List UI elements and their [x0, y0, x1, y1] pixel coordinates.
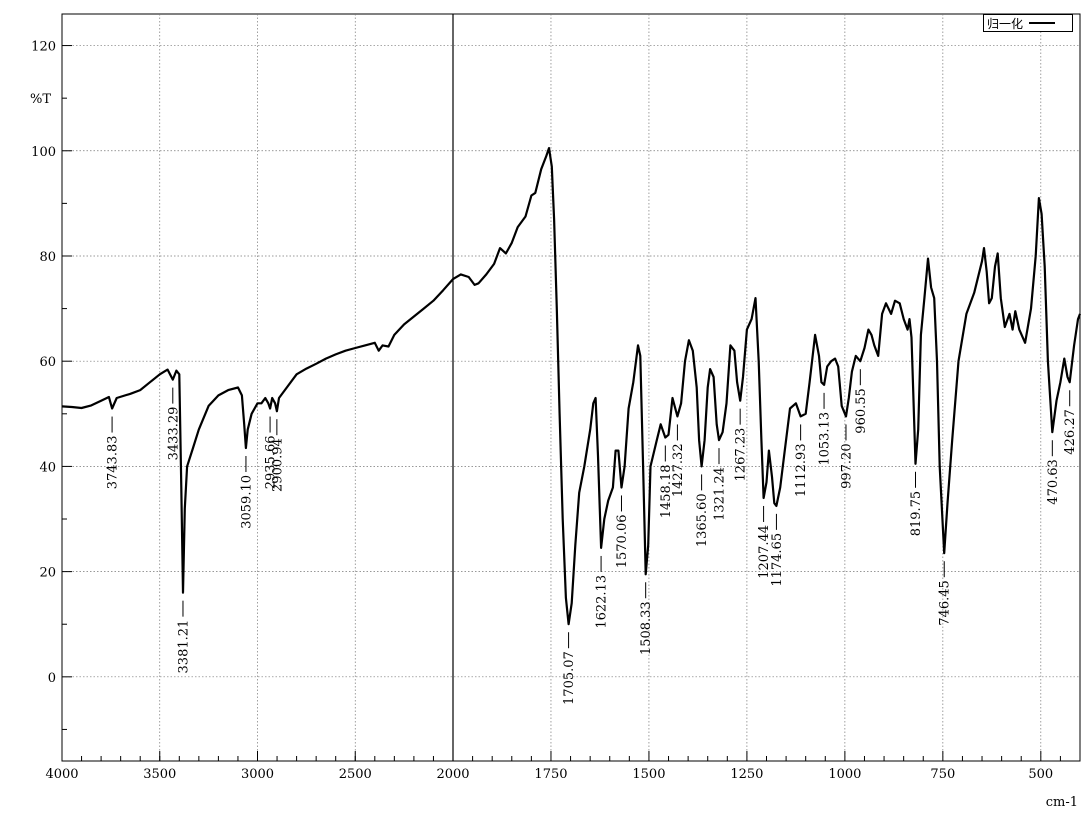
- y-tick-label: 100: [31, 145, 56, 160]
- peak-label: 1174.65: [770, 533, 785, 587]
- peak-label: 3059.10: [239, 475, 254, 529]
- x-tick-label: 1250: [730, 767, 763, 782]
- x-tick-label: 750: [930, 767, 955, 782]
- peak-label: 3743.83: [106, 436, 121, 490]
- peak-label: 3381.21: [177, 620, 192, 674]
- peak-label: 1365.60: [695, 493, 710, 547]
- peak-label: 1705.07: [562, 651, 577, 705]
- peak-label: 1267.23: [734, 428, 749, 482]
- legend-line-swatch: [1029, 22, 1055, 24]
- y-tick-labels: 0 20 40 60 80 100 120: [31, 40, 56, 686]
- peak-label: 1112.93: [794, 443, 809, 497]
- peak-label: 1570.06: [615, 515, 630, 569]
- y-tick-label: 60: [39, 355, 56, 370]
- y-tick-label: 40: [39, 460, 56, 475]
- x-tick-label: 2500: [339, 767, 372, 782]
- plot-frame: [62, 14, 1080, 761]
- peak-label: 1508.33: [639, 601, 654, 655]
- peak-label: 426.27: [1063, 409, 1078, 455]
- legend-label: 归一化: [987, 15, 1023, 32]
- peak-label: 1622.13: [595, 575, 610, 629]
- y-tick-label: 0: [48, 671, 56, 686]
- peak-label: 3433.29: [166, 407, 181, 461]
- x-tick-label: 1500: [632, 767, 665, 782]
- peak-label: 746.45: [938, 580, 953, 626]
- x-tick-label: 500: [1028, 767, 1053, 782]
- y-tick-label: 80: [39, 250, 56, 265]
- legend: 归一化: [983, 14, 1073, 32]
- peak-label: 470.63: [1046, 459, 1061, 505]
- x-tick-labels: 4000 3500 3000 2500 2000 1750 1500 1250 1000 750 5…: [45, 767, 1053, 782]
- x-tick-label: 1000: [828, 767, 861, 782]
- peak-label: 1427.32: [671, 443, 686, 497]
- x-tick-label: 2000: [436, 767, 469, 782]
- x-tick-label: 3500: [143, 767, 176, 782]
- peak-label: 960.55: [854, 388, 869, 434]
- peak-label: 819.75: [909, 491, 924, 537]
- y-tick-label: 20: [39, 566, 56, 581]
- y-axis-title: %T: [30, 92, 51, 107]
- peak-label: 997.20: [840, 443, 855, 489]
- y-tick-label: 120: [31, 40, 56, 55]
- peak-label: 1321.24: [713, 467, 728, 521]
- peak-label: 2900.94: [270, 438, 285, 492]
- x-tick-label: 1750: [534, 767, 567, 782]
- x-tick-label: 4000: [45, 767, 78, 782]
- x-axis-title: cm-1: [1046, 795, 1078, 810]
- peak-label: 1053.13: [818, 412, 833, 466]
- x-tick-label: 3000: [241, 767, 274, 782]
